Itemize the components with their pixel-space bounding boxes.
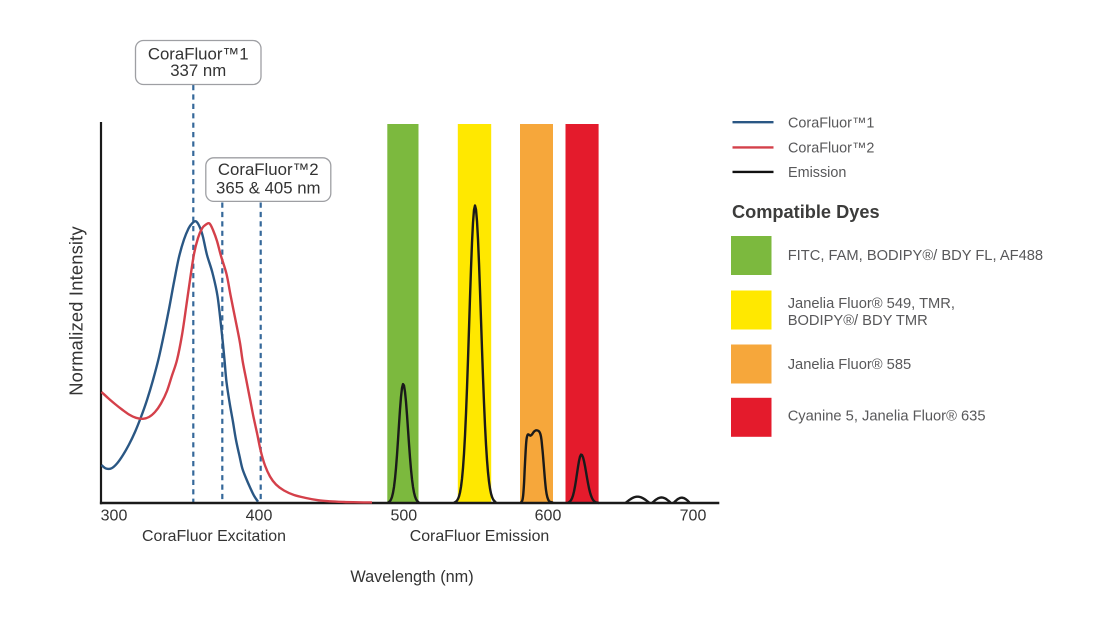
svg-text:Emission: Emission (788, 165, 846, 181)
svg-text:Normalized Intensity: Normalized Intensity (66, 226, 87, 396)
svg-text:365 & 405 nm: 365 & 405 nm (216, 179, 321, 198)
svg-text:CoraFluor™2: CoraFluor™2 (788, 141, 874, 157)
svg-text:FITC, FAM, BODIPY®/ BDY FL, AF: FITC, FAM, BODIPY®/ BDY FL, AF488 (788, 248, 1043, 264)
svg-text:CoraFluor™2: CoraFluor™2 (218, 160, 319, 179)
svg-text:400: 400 (246, 508, 273, 525)
svg-text:CoraFluor Emission: CoraFluor Emission (410, 528, 550, 545)
svg-text:700: 700 (680, 508, 707, 525)
svg-text:600: 600 (535, 508, 562, 525)
svg-text:BODIPY®/ BDY TMR: BODIPY®/ BDY TMR (788, 313, 928, 329)
svg-text:Cyanine 5, Janelia Fluor® 635: Cyanine 5, Janelia Fluor® 635 (788, 409, 986, 425)
svg-text:300: 300 (101, 508, 128, 525)
svg-text:CoraFluor™1: CoraFluor™1 (788, 116, 874, 132)
svg-text:Janelia Fluor® 585: Janelia Fluor® 585 (788, 357, 912, 373)
svg-text:Janelia Fluor® 549, TMR,: Janelia Fluor® 549, TMR, (788, 296, 955, 312)
svg-text:CoraFluor™1: CoraFluor™1 (148, 45, 249, 64)
svg-text:500: 500 (390, 508, 417, 525)
svg-text:Compatible Dyes: Compatible Dyes (732, 202, 880, 222)
svg-text:CoraFluor Excitation: CoraFluor Excitation (142, 528, 286, 545)
svg-text:337 nm: 337 nm (170, 61, 226, 80)
svg-text:Wavelength (nm): Wavelength (nm) (350, 568, 473, 586)
